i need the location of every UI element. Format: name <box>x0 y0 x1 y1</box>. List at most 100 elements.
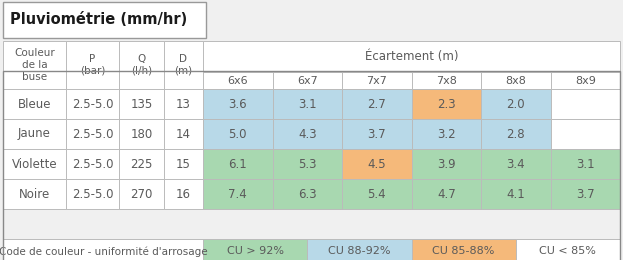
Text: Pluviométrie (mm/hr): Pluviométrie (mm/hr) <box>10 12 188 28</box>
Text: 5.3: 5.3 <box>298 158 316 171</box>
Bar <box>272 89 342 119</box>
Text: 3.1: 3.1 <box>298 98 316 110</box>
Bar <box>164 119 203 149</box>
Bar <box>119 89 164 119</box>
Text: D
(m): D (m) <box>174 54 193 76</box>
Text: 3.7: 3.7 <box>368 127 386 140</box>
Text: 8x9: 8x9 <box>575 75 596 86</box>
Bar <box>66 41 119 89</box>
Text: Jaune: Jaune <box>18 127 51 140</box>
Text: 6x7: 6x7 <box>297 75 318 86</box>
Bar <box>3 119 66 149</box>
Text: 4.7: 4.7 <box>437 187 455 200</box>
Text: 2.5-5.0: 2.5-5.0 <box>72 187 113 200</box>
Text: 15: 15 <box>176 158 191 171</box>
Bar <box>551 149 620 179</box>
Bar <box>164 89 203 119</box>
Text: Code de couleur - uniformité d'arrosage: Code de couleur - uniformité d'arrosage <box>0 246 207 257</box>
Text: 16: 16 <box>176 187 191 200</box>
Bar <box>3 179 66 209</box>
Bar <box>481 179 551 209</box>
Text: 4.5: 4.5 <box>368 158 386 171</box>
Text: 2.8: 2.8 <box>506 127 525 140</box>
Bar <box>3 2 206 38</box>
Bar <box>342 72 412 89</box>
Bar <box>66 179 119 209</box>
Bar <box>3 149 66 179</box>
Bar <box>342 119 412 149</box>
Text: Noire: Noire <box>19 187 50 200</box>
Bar <box>342 149 412 179</box>
Text: 14: 14 <box>176 127 191 140</box>
Text: 4.3: 4.3 <box>298 127 316 140</box>
Bar <box>119 41 164 89</box>
Text: 4.1: 4.1 <box>506 187 525 200</box>
Bar <box>66 149 119 179</box>
Bar <box>119 149 164 179</box>
Bar <box>203 41 620 72</box>
Text: 2.5-5.0: 2.5-5.0 <box>72 158 113 171</box>
Text: 3.1: 3.1 <box>576 158 594 171</box>
Bar <box>307 239 412 260</box>
Bar <box>3 41 66 89</box>
Bar <box>119 119 164 149</box>
Bar <box>412 179 481 209</box>
Text: 3.9: 3.9 <box>437 158 455 171</box>
Text: Couleur
de la
buse: Couleur de la buse <box>14 48 55 82</box>
Bar <box>203 149 272 179</box>
Text: 6x6: 6x6 <box>227 75 248 86</box>
Text: 8x8: 8x8 <box>505 75 526 86</box>
Bar <box>3 89 66 119</box>
Text: 2.7: 2.7 <box>368 98 386 110</box>
Text: 5.0: 5.0 <box>229 127 247 140</box>
Text: 225: 225 <box>130 158 153 171</box>
Bar <box>551 119 620 149</box>
Bar <box>412 119 481 149</box>
Bar <box>203 89 272 119</box>
Bar <box>3 239 203 260</box>
Text: 2.5-5.0: 2.5-5.0 <box>72 98 113 110</box>
Bar <box>203 72 272 89</box>
Text: 7x8: 7x8 <box>436 75 457 86</box>
Text: CU > 92%: CU > 92% <box>227 246 283 257</box>
Bar <box>272 149 342 179</box>
Bar <box>412 149 481 179</box>
Text: 5.4: 5.4 <box>368 187 386 200</box>
Bar <box>66 119 119 149</box>
Bar <box>164 149 203 179</box>
Text: 270: 270 <box>130 187 153 200</box>
Bar <box>119 179 164 209</box>
Text: CU < 85%: CU < 85% <box>540 246 596 257</box>
Bar <box>203 239 307 260</box>
Bar <box>481 72 551 89</box>
Bar <box>551 89 620 119</box>
Text: 3.7: 3.7 <box>576 187 594 200</box>
Bar <box>412 239 516 260</box>
Text: P
(bar): P (bar) <box>80 54 105 76</box>
Bar <box>481 119 551 149</box>
Bar <box>203 119 272 149</box>
Bar <box>164 179 203 209</box>
Bar <box>412 72 481 89</box>
Bar <box>272 179 342 209</box>
Text: 6.1: 6.1 <box>229 158 247 171</box>
Text: 7x7: 7x7 <box>366 75 387 86</box>
Text: 7.4: 7.4 <box>229 187 247 200</box>
Text: 13: 13 <box>176 98 191 110</box>
Text: 180: 180 <box>130 127 153 140</box>
Text: 3.2: 3.2 <box>437 127 455 140</box>
Text: 3.6: 3.6 <box>229 98 247 110</box>
Text: 2.3: 2.3 <box>437 98 455 110</box>
Text: Q
(l/h): Q (l/h) <box>131 54 152 76</box>
Text: Écartement (m): Écartement (m) <box>364 50 459 63</box>
Text: 6.3: 6.3 <box>298 187 316 200</box>
Bar <box>342 89 412 119</box>
Bar <box>272 72 342 89</box>
Bar <box>516 239 620 260</box>
Text: Violette: Violette <box>12 158 57 171</box>
Bar <box>481 149 551 179</box>
Bar <box>3 71 620 260</box>
Bar <box>66 89 119 119</box>
Text: Bleue: Bleue <box>17 98 51 110</box>
Text: CU 85-88%: CU 85-88% <box>432 246 495 257</box>
